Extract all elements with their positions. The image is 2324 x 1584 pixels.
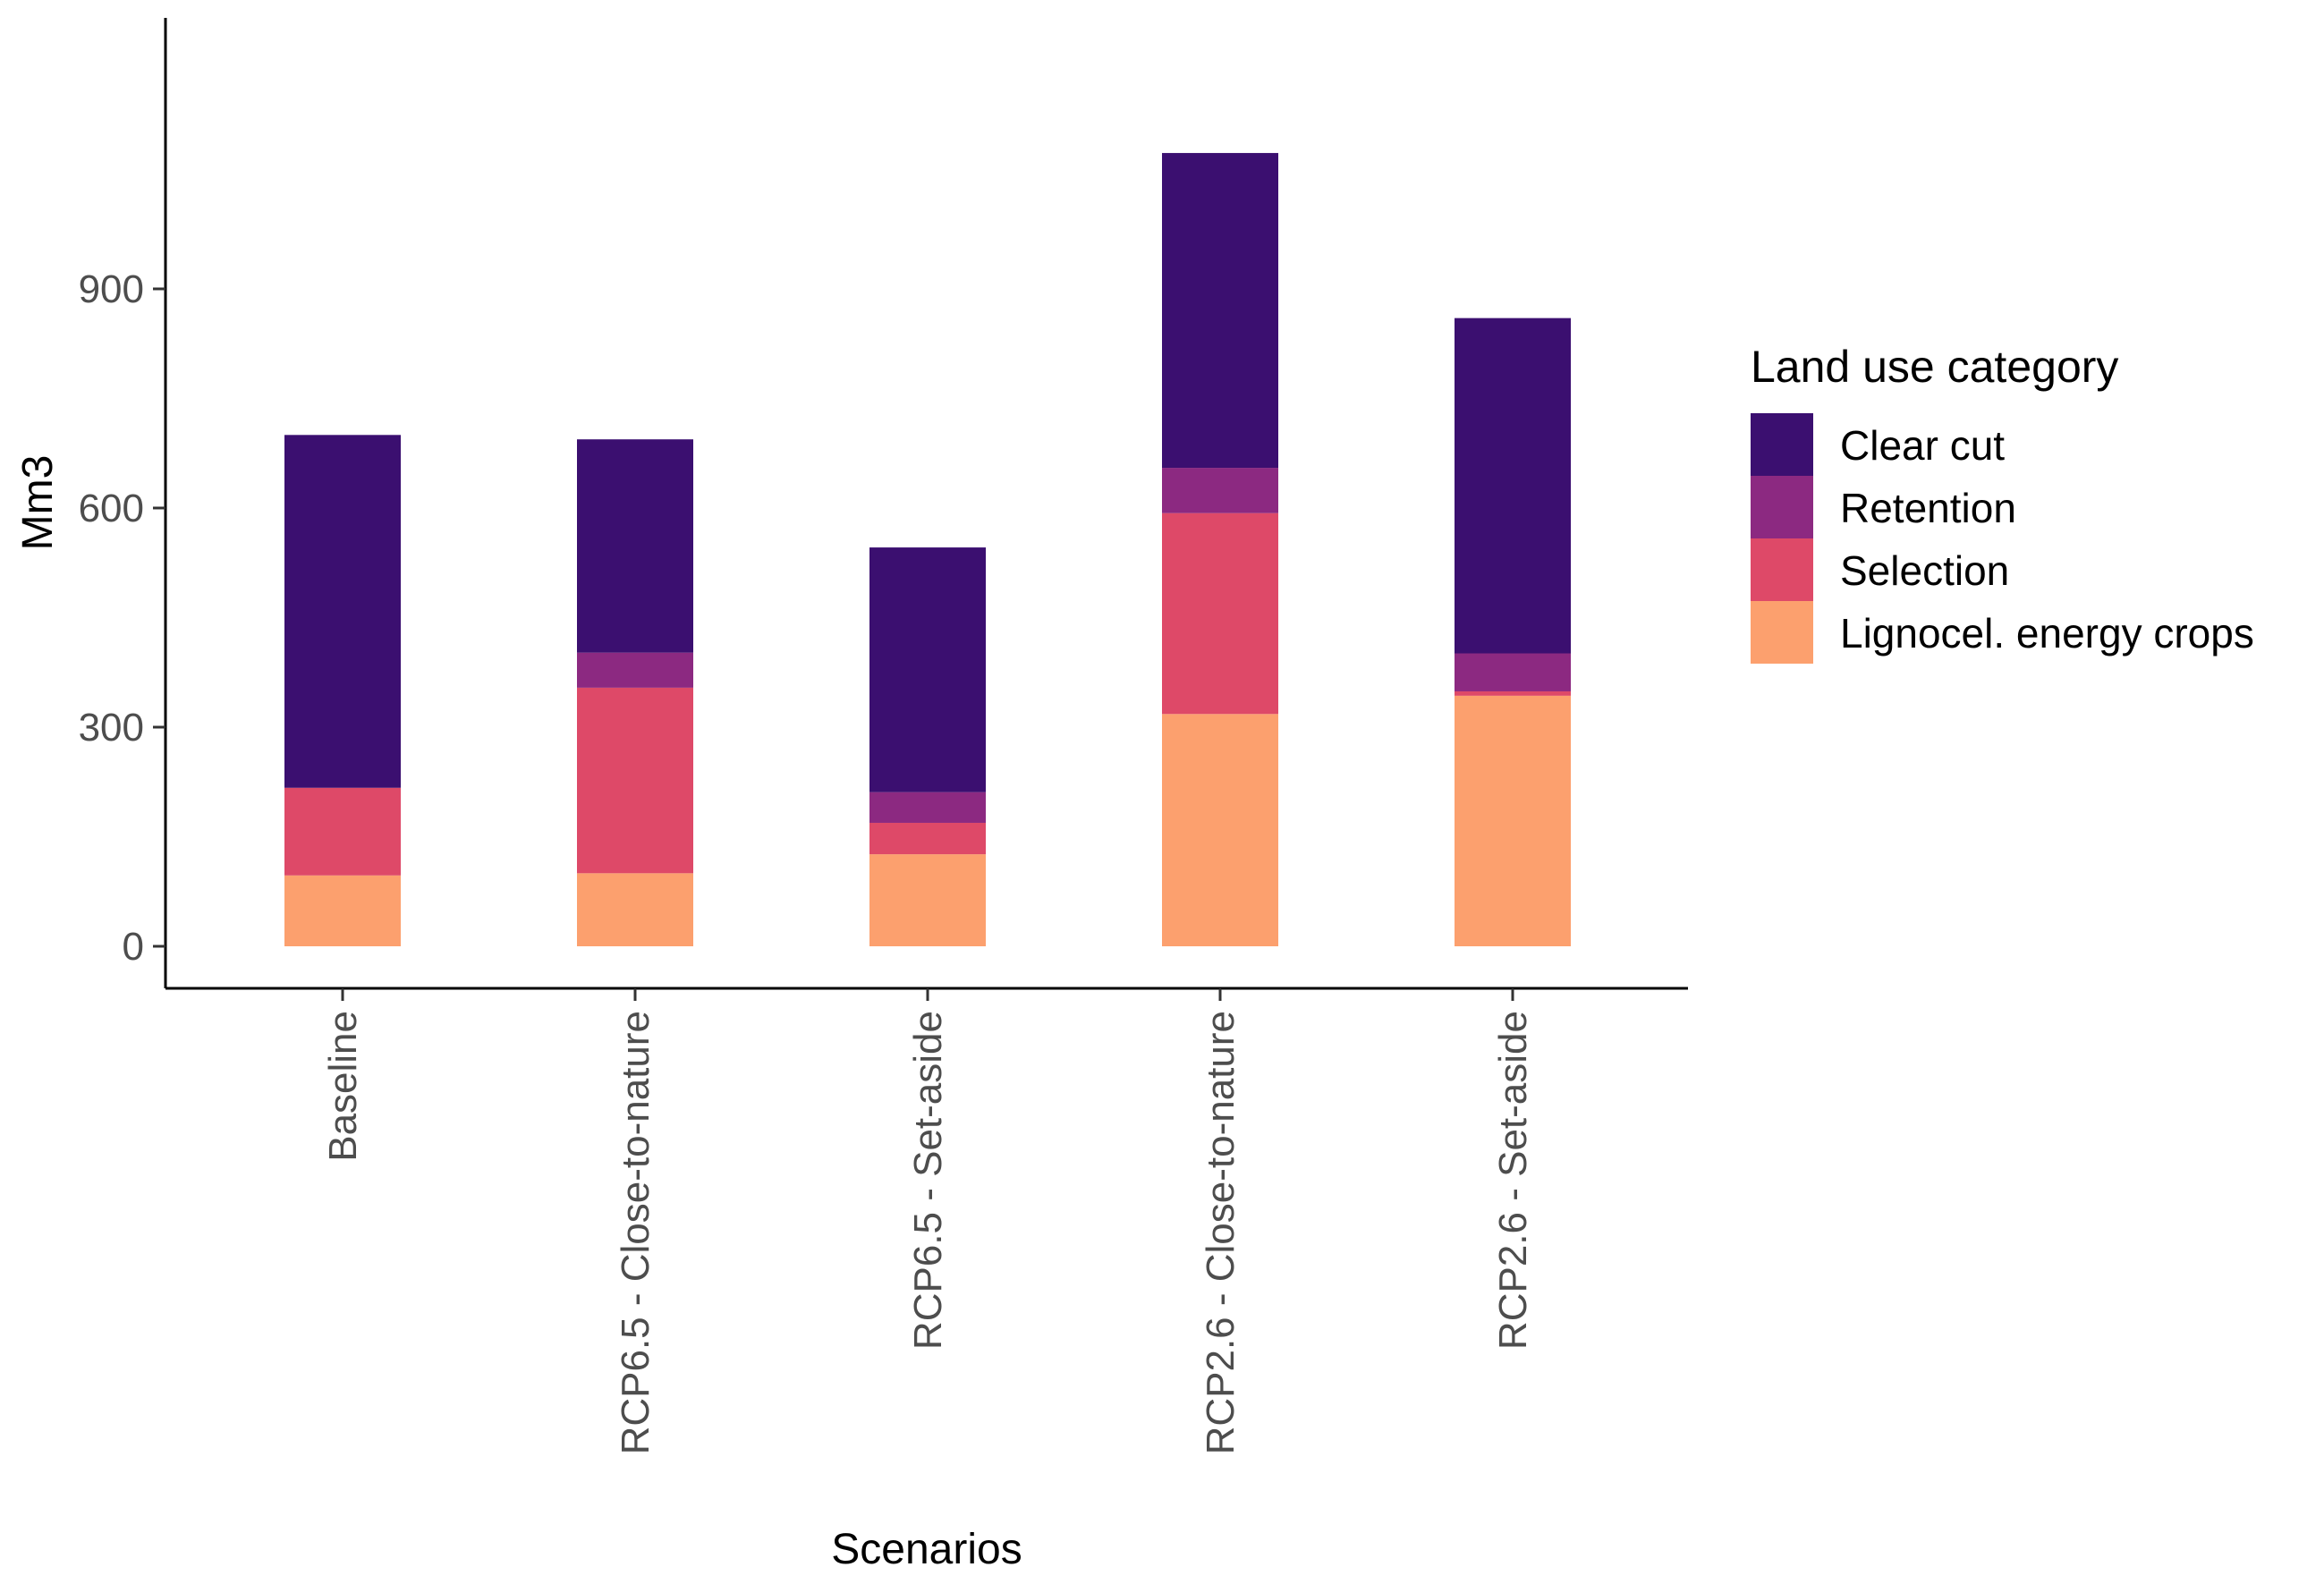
bar-segment-retention-4: [1455, 653, 1571, 691]
legend-label: Selection: [1840, 547, 2009, 594]
legend-label: Lignocel. energy crops: [1840, 610, 2254, 656]
bar-segment-selection-0: [284, 787, 401, 876]
bar-segment-lignocel-energy-crops-0: [284, 875, 401, 946]
bar-segment-selection-1: [577, 687, 693, 874]
bar-segment-lignocel-energy-crops-1: [577, 873, 693, 946]
x-tick-label: RCP2.6 - Set-aside: [1491, 1011, 1535, 1350]
bar-segment-selection-3: [1162, 512, 1278, 715]
legend-key: [1751, 413, 1813, 476]
bar-segment-clear-cut-3: [1162, 153, 1278, 469]
x-tick-label: RCP6.5 - Close-to-nature: [614, 1011, 657, 1454]
bar-segment-clear-cut-0: [284, 435, 401, 788]
bar-segment-clear-cut-4: [1455, 318, 1571, 654]
legend-key: [1751, 476, 1813, 538]
bar-segment-lignocel-energy-crops-2: [869, 854, 986, 946]
legend-label: Clear cut: [1840, 422, 2005, 469]
bar-segment-retention-3: [1162, 468, 1278, 513]
legend-items: Clear cut Retention Selection Lignocel. ene…: [1751, 413, 2254, 664]
bar-segment-clear-cut-1: [577, 439, 693, 653]
legend-key: [1751, 601, 1813, 664]
bar-segment-retention-1: [577, 652, 693, 688]
bar-segment-retention-2: [869, 792, 986, 823]
y-tick-label: 600: [79, 487, 144, 530]
y-axis-title: Mm3: [14, 455, 62, 551]
legend-key: [1751, 538, 1813, 601]
x-tick-label: RCP2.6 - Close-to-nature: [1199, 1011, 1243, 1454]
x-axis-title: Scenarios: [831, 1526, 1022, 1573]
bar-segment-lignocel-energy-crops-3: [1162, 714, 1278, 946]
bar-segment-lignocel-energy-crops-4: [1455, 695, 1571, 946]
legend-label: Retention: [1840, 485, 2016, 531]
y-tick-label: 300: [79, 706, 144, 750]
x-tick-label: RCP6.5 - Set-aside: [906, 1011, 950, 1350]
legend-title: Land use category: [1751, 342, 2118, 392]
y-tick-label: 0: [123, 925, 144, 969]
bar-segment-selection-2: [869, 822, 986, 855]
y-ticks-layer: 0 300 600 900: [79, 267, 165, 969]
x-ticks-layer: Baseline RCP6.5 - Close-to-nature RCP6.5 -…: [321, 988, 1535, 1454]
bars-layer: [284, 153, 1571, 946]
bar-segment-clear-cut-2: [869, 547, 986, 792]
x-tick-label: Baseline: [321, 1011, 365, 1162]
y-tick-label: 900: [79, 267, 144, 311]
legend: Land use category Clear cut Retention Sele…: [1751, 342, 2254, 664]
bar-segment-selection-4: [1455, 690, 1571, 696]
